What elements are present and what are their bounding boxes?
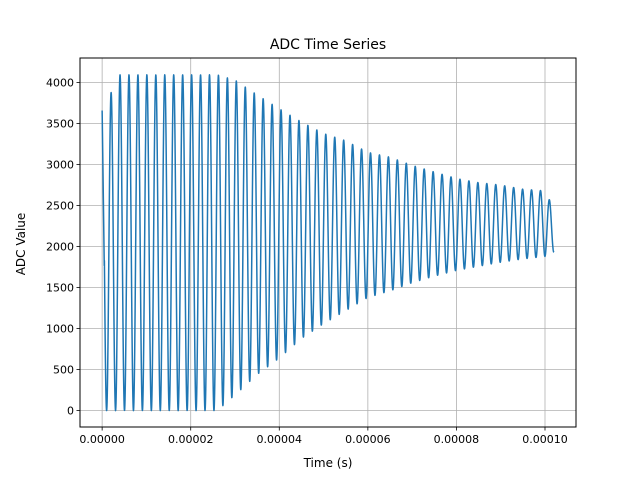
x-axis-label: Time (s) bbox=[303, 456, 353, 470]
x-tick-label: 0.00006 bbox=[345, 433, 391, 446]
y-tick-label: 1500 bbox=[46, 282, 74, 295]
y-tick-label: 1000 bbox=[46, 323, 74, 336]
tick-layer: 0.00000 0.00002 0.00004 0.00006 0.00008 0.000… bbox=[46, 77, 568, 446]
chart-title: ADC Time Series bbox=[270, 37, 386, 53]
y-tick-label: 2500 bbox=[46, 200, 74, 213]
x-tick-label: 0.00010 bbox=[522, 433, 568, 446]
adc-series-line bbox=[101, 74, 555, 412]
y-tick-label: 3000 bbox=[46, 159, 74, 172]
x-tick-label: 0.00004 bbox=[257, 433, 303, 446]
y-tick-label: 4000 bbox=[46, 77, 74, 90]
y-tick-label: 500 bbox=[53, 364, 74, 377]
x-tick-label: 0.00000 bbox=[79, 433, 125, 446]
y-tick-label: 3500 bbox=[46, 118, 74, 131]
y-axis-label: ADC Value bbox=[14, 213, 28, 276]
y-tick-label: 0 bbox=[67, 405, 74, 418]
y-tick-label: 2000 bbox=[46, 241, 74, 254]
x-tick-label: 0.00008 bbox=[434, 433, 480, 446]
series-layer bbox=[101, 74, 555, 412]
x-tick-label: 0.00002 bbox=[168, 433, 214, 446]
plot-frame bbox=[79, 57, 577, 428]
